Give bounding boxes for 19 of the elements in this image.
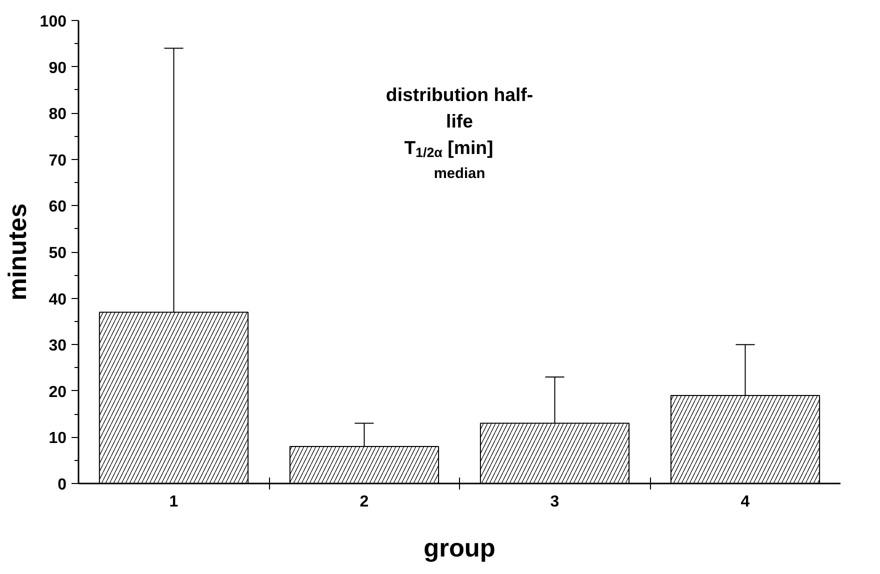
y-tick-label: 20: [48, 384, 67, 401]
x-tick-label: 1: [169, 494, 178, 510]
y-tick-label: 30: [48, 338, 67, 355]
y-tick-label: 60: [48, 198, 67, 216]
y-tick-label: 90: [48, 60, 67, 77]
y-tick-label: 70: [48, 152, 67, 170]
x-tick-label: 2: [360, 494, 369, 510]
y-tick-label: 100: [40, 14, 67, 30]
y-tick-label: 0: [58, 476, 67, 494]
x-tick-label: 4: [740, 494, 750, 510]
y-tick-label: 40: [48, 291, 67, 308]
y-tick-label: 50: [48, 245, 67, 262]
annotation: median: [434, 166, 486, 182]
y-axis-title: minutes: [4, 203, 32, 301]
x-tick-label: 3: [550, 494, 560, 510]
y-tick-label: 10: [48, 430, 67, 448]
annotation: distribution half- life: [386, 84, 534, 132]
y-tick-label: 80: [48, 106, 67, 124]
x-axis-title: group: [424, 534, 496, 562]
